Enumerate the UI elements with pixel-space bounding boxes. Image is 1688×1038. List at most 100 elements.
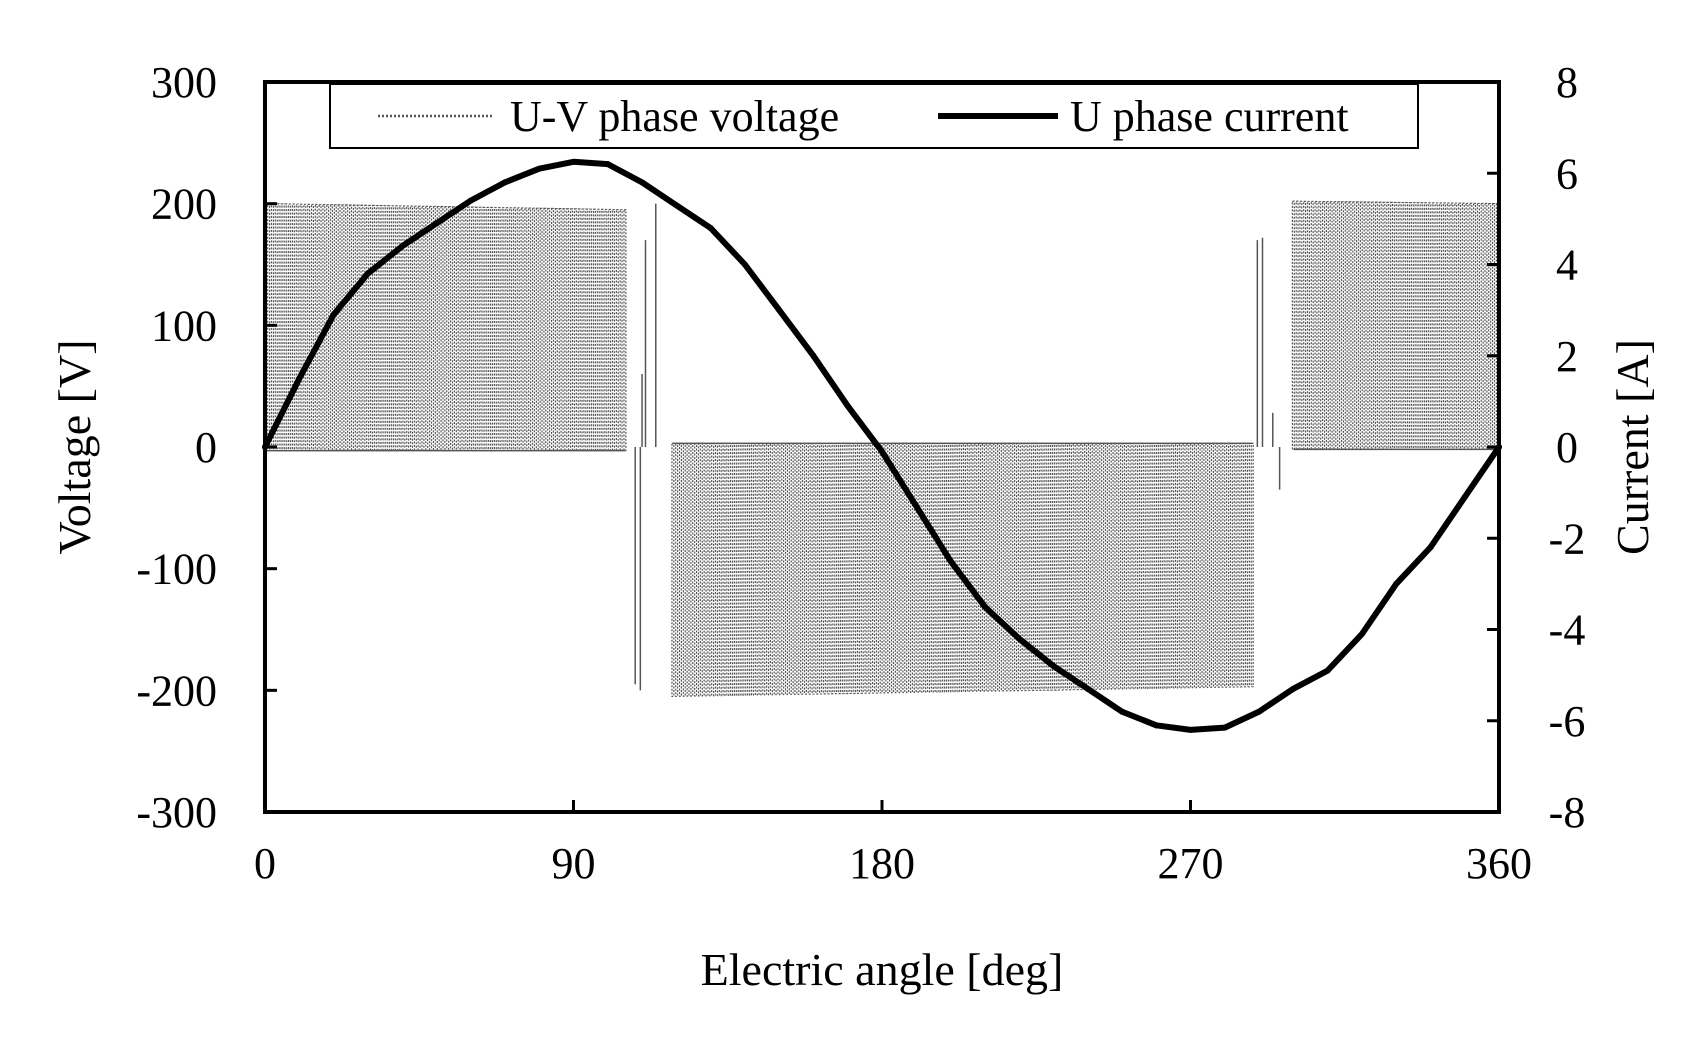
voltage-pulse [421, 205, 425, 452]
voltage-pulse [1046, 442, 1050, 691]
voltage-pulse [883, 442, 887, 694]
voltage-pulse [307, 203, 311, 452]
voltage-pulse [402, 205, 406, 452]
voltage-pulse [1314, 200, 1318, 451]
voltage-pulse [875, 442, 879, 694]
voltage-pulse [887, 442, 891, 694]
voltage-pulse [1473, 202, 1477, 451]
voltage-pulse [1325, 201, 1329, 451]
current-point [296, 375, 303, 382]
y-left-tick-label: 100 [151, 301, 217, 350]
current-point [1256, 708, 1263, 715]
voltage-pulse [1408, 202, 1412, 451]
voltage-pulse [936, 442, 940, 693]
voltage-pulse [1095, 442, 1099, 690]
voltage-pulse [1152, 442, 1156, 689]
current-point [639, 179, 646, 186]
voltage-pulse [600, 208, 604, 452]
current-point [433, 220, 440, 227]
voltage-pulse [724, 442, 728, 697]
voltage-pulse [1084, 442, 1088, 691]
voltage-pulse [1446, 202, 1450, 451]
voltage-pulse [943, 442, 948, 693]
current-point [844, 402, 851, 409]
voltage-pulse [981, 442, 985, 692]
current-point [1118, 708, 1125, 715]
voltage-pulse [853, 442, 857, 694]
voltage-pulse [849, 442, 853, 695]
voltage-pulse [860, 442, 864, 694]
current-point [1187, 726, 1194, 733]
voltage-pulse [735, 442, 739, 696]
voltage-pulse [562, 208, 566, 452]
voltage-pulse [1076, 442, 1080, 691]
voltage-pulse [716, 442, 720, 697]
voltage-pulse [284, 203, 288, 452]
x-tick-label: 0 [254, 839, 276, 888]
voltage-pulse [970, 442, 974, 692]
voltage-pulse [845, 442, 849, 695]
voltage-pulse [371, 204, 375, 452]
voltage-pulse [819, 442, 823, 695]
voltage-pulse [1367, 201, 1371, 451]
voltage-pulse [379, 205, 383, 452]
voltage-pulse [1355, 201, 1360, 451]
voltage-pulse [1182, 442, 1186, 689]
voltage-pulse [1348, 201, 1352, 451]
voltage-pulse [1420, 202, 1424, 451]
voltage-pulse [1461, 202, 1465, 451]
voltage-pulse [1102, 442, 1107, 690]
voltage-pulse [493, 206, 497, 452]
voltage-pulse [1310, 200, 1314, 451]
voltage-pulse [1427, 202, 1431, 451]
voltage-pulse [1140, 442, 1144, 690]
y-right-tick-label: 4 [1556, 241, 1578, 290]
voltage-pulse [455, 206, 459, 452]
voltage-pulse [811, 442, 815, 695]
voltage-pulse [720, 442, 724, 697]
voltage-pulse [1465, 202, 1469, 451]
voltage-pulse [463, 206, 467, 452]
voltage-pulse [747, 442, 751, 696]
current-point [741, 261, 748, 268]
voltage-pulse [966, 442, 970, 693]
voltage-pulse [566, 208, 570, 452]
voltage-pulse [1201, 442, 1205, 689]
voltage-pulse [444, 206, 448, 452]
voltage-pulse [1295, 200, 1299, 451]
voltage-pulse [1209, 442, 1213, 688]
voltage-pulse [913, 442, 917, 693]
voltage-pulse [520, 207, 524, 452]
voltage-pulse [1491, 203, 1496, 451]
voltage-pulse [807, 442, 811, 695]
y-right-tick-label: 8 [1556, 58, 1578, 107]
voltage-pulse [1019, 442, 1023, 692]
voltage-pulse [1118, 442, 1122, 690]
current-point [810, 352, 817, 359]
voltage-pulse [390, 205, 395, 452]
voltage-pulse [573, 208, 577, 452]
voltage-pulse [1340, 201, 1344, 451]
y-right-tick-label: 2 [1556, 332, 1578, 381]
current-point [981, 603, 988, 610]
legend-label-voltage: U-V phase voltage [510, 92, 839, 141]
voltage-pulse [497, 207, 501, 452]
voltage-pulse [547, 207, 551, 452]
voltage-pulse [1476, 202, 1480, 451]
voltage-pulse [815, 442, 819, 695]
voltage-pulse [769, 442, 773, 696]
current-point [1461, 494, 1468, 501]
voltage-pulse [959, 442, 963, 693]
voltage-pulse [1197, 442, 1201, 689]
voltage-pulse [615, 209, 619, 452]
voltage-pulse [1393, 201, 1397, 451]
voltage-pulse [1329, 201, 1333, 451]
current-point [913, 503, 920, 510]
current-point [399, 243, 406, 250]
voltage-pulse [474, 206, 478, 452]
current-point [1153, 722, 1160, 729]
voltage-pulse [822, 442, 826, 695]
y-right-tick-label: 6 [1556, 149, 1578, 198]
voltage-pulse [417, 205, 421, 452]
voltage-pulse [333, 204, 337, 452]
